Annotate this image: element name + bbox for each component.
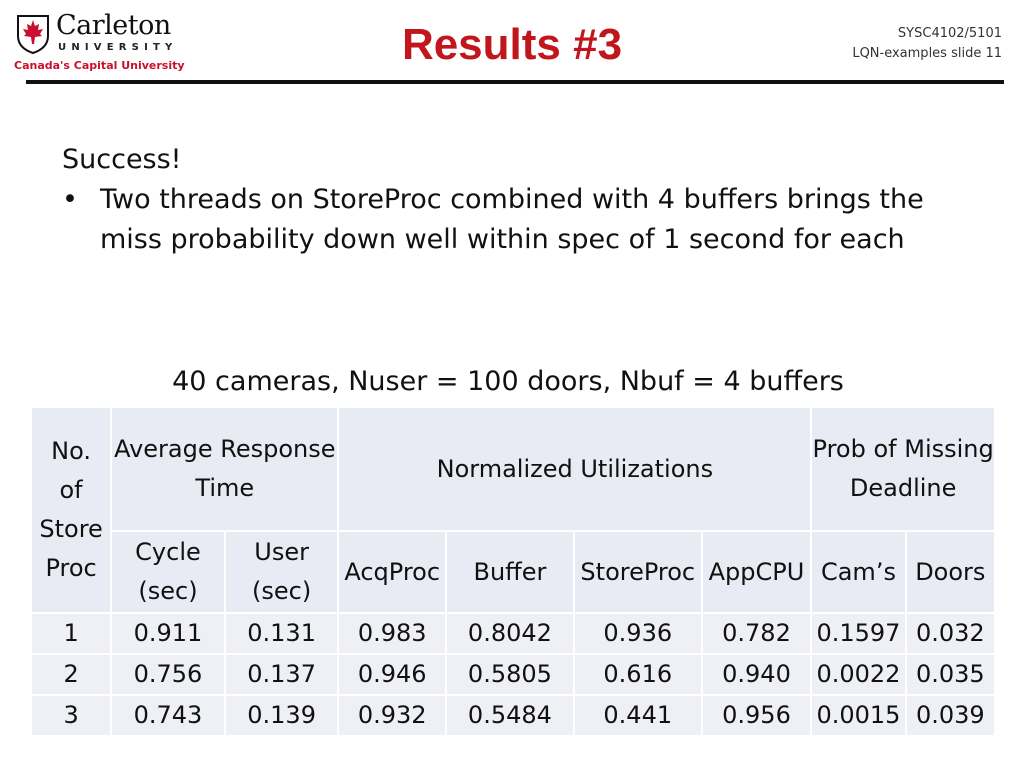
course-code: SYSC4102/5101: [897, 26, 1002, 41]
bullet-item: • Two threads on StoreProc combined with…: [62, 180, 982, 260]
subheader-doors: Doors: [906, 532, 994, 612]
header-line: User: [254, 538, 309, 566]
header-line: (sec): [252, 577, 312, 605]
cell-appcpu: 0.782: [702, 614, 811, 653]
cell-acqproc: 0.932: [339, 696, 445, 735]
cell-buffer: 0.5805: [446, 655, 573, 694]
cell-doors: 0.035: [906, 655, 994, 694]
cell-storeproc: 0.441: [574, 696, 701, 735]
carleton-logo: Carleton UNIVERSITY Canada's Capital Uni…: [14, 10, 185, 76]
cell-cycle: 0.756: [112, 655, 224, 694]
table-row: 1 0.911 0.131 0.983 0.8042 0.936 0.782 0…: [32, 614, 994, 653]
header-line: Prob of Missing: [812, 435, 994, 463]
header-line: Store: [39, 515, 103, 543]
subheader-user: User (sec): [225, 532, 338, 612]
cell-doors: 0.032: [906, 614, 994, 653]
course-info: SYSC4102/5101 LQN-examples slide 11: [852, 24, 1002, 64]
header-average-response-time: Average Response Time: [112, 408, 338, 530]
bullet-icon: •: [62, 184, 78, 215]
header-normalized-utilizations: Normalized Utilizations: [339, 408, 811, 530]
cell-store-proc: 2: [32, 655, 111, 694]
header-divider: [26, 80, 1004, 84]
results-table: No. of Store Proc Average Response Time …: [30, 406, 996, 737]
cell-acqproc: 0.983: [339, 614, 445, 653]
cell-doors: 0.039: [906, 696, 994, 735]
maple-leaf-shield-icon: [17, 15, 49, 54]
logo-name: Carleton: [56, 10, 171, 41]
cell-cams: 0.0015: [812, 696, 905, 735]
slide-reference: LQN-examples slide 11: [852, 46, 1002, 61]
table-row: 3 0.743 0.139 0.932 0.5484 0.441 0.956 0…: [32, 696, 994, 735]
header-line: Cycle: [135, 538, 201, 566]
header-line: of: [59, 476, 83, 504]
cell-buffer: 0.5484: [446, 696, 573, 735]
cell-cams: 0.0022: [812, 655, 905, 694]
slide-title: Results #3: [401, 20, 623, 69]
header-line: No.: [51, 437, 91, 465]
cell-store-proc: 3: [32, 696, 111, 735]
subheader-buffer: Buffer: [446, 532, 573, 612]
table-caption: 40 cameras, Nuser = 100 doors, Nbuf = 4 …: [172, 366, 844, 397]
slide-body: Success! • Two threads on StoreProc comb…: [62, 140, 982, 260]
header-store-proc-count: No. of Store Proc: [32, 408, 111, 612]
header-line: Deadline: [849, 474, 957, 502]
cell-user: 0.137: [225, 655, 338, 694]
subheader-storeproc: StoreProc: [574, 532, 701, 612]
logo-tagline: Canada's Capital University: [14, 59, 185, 72]
subheader-cams: Cam’s: [812, 532, 905, 612]
intro-text: Success!: [62, 144, 182, 175]
header-line: (sec): [138, 577, 198, 605]
subheader-acqproc: AcqProc: [339, 532, 445, 612]
subheader-cycle: Cycle (sec): [112, 532, 224, 612]
cell-storeproc: 0.936: [574, 614, 701, 653]
cell-user: 0.131: [225, 614, 338, 653]
cell-appcpu: 0.956: [702, 696, 811, 735]
header-line: Average Response: [114, 435, 336, 463]
table-row: 2 0.756 0.137 0.946 0.5805 0.616 0.940 0…: [32, 655, 994, 694]
table-header-row: No. of Store Proc Average Response Time …: [32, 408, 994, 612]
bullet-text: Two threads on StoreProc combined with 4…: [100, 184, 924, 255]
cell-cams: 0.1597: [812, 614, 905, 653]
header-prob-missing-deadline: Prob of Missing Deadline: [812, 408, 994, 530]
header-line: Proc: [45, 554, 97, 582]
cell-buffer: 0.8042: [446, 614, 573, 653]
cell-storeproc: 0.616: [574, 655, 701, 694]
cell-store-proc: 1: [32, 614, 111, 653]
table-subheader-row: Cycle (sec) User (sec) AcqProc Buffer St…: [32, 532, 994, 612]
subheader-appcpu: AppCPU: [702, 532, 811, 612]
cell-appcpu: 0.940: [702, 655, 811, 694]
cell-cycle: 0.743: [112, 696, 224, 735]
cell-user: 0.139: [225, 696, 338, 735]
header-line: Time: [195, 474, 255, 502]
logo-university: UNIVERSITY: [58, 42, 178, 53]
cell-acqproc: 0.946: [339, 655, 445, 694]
cell-cycle: 0.911: [112, 614, 224, 653]
